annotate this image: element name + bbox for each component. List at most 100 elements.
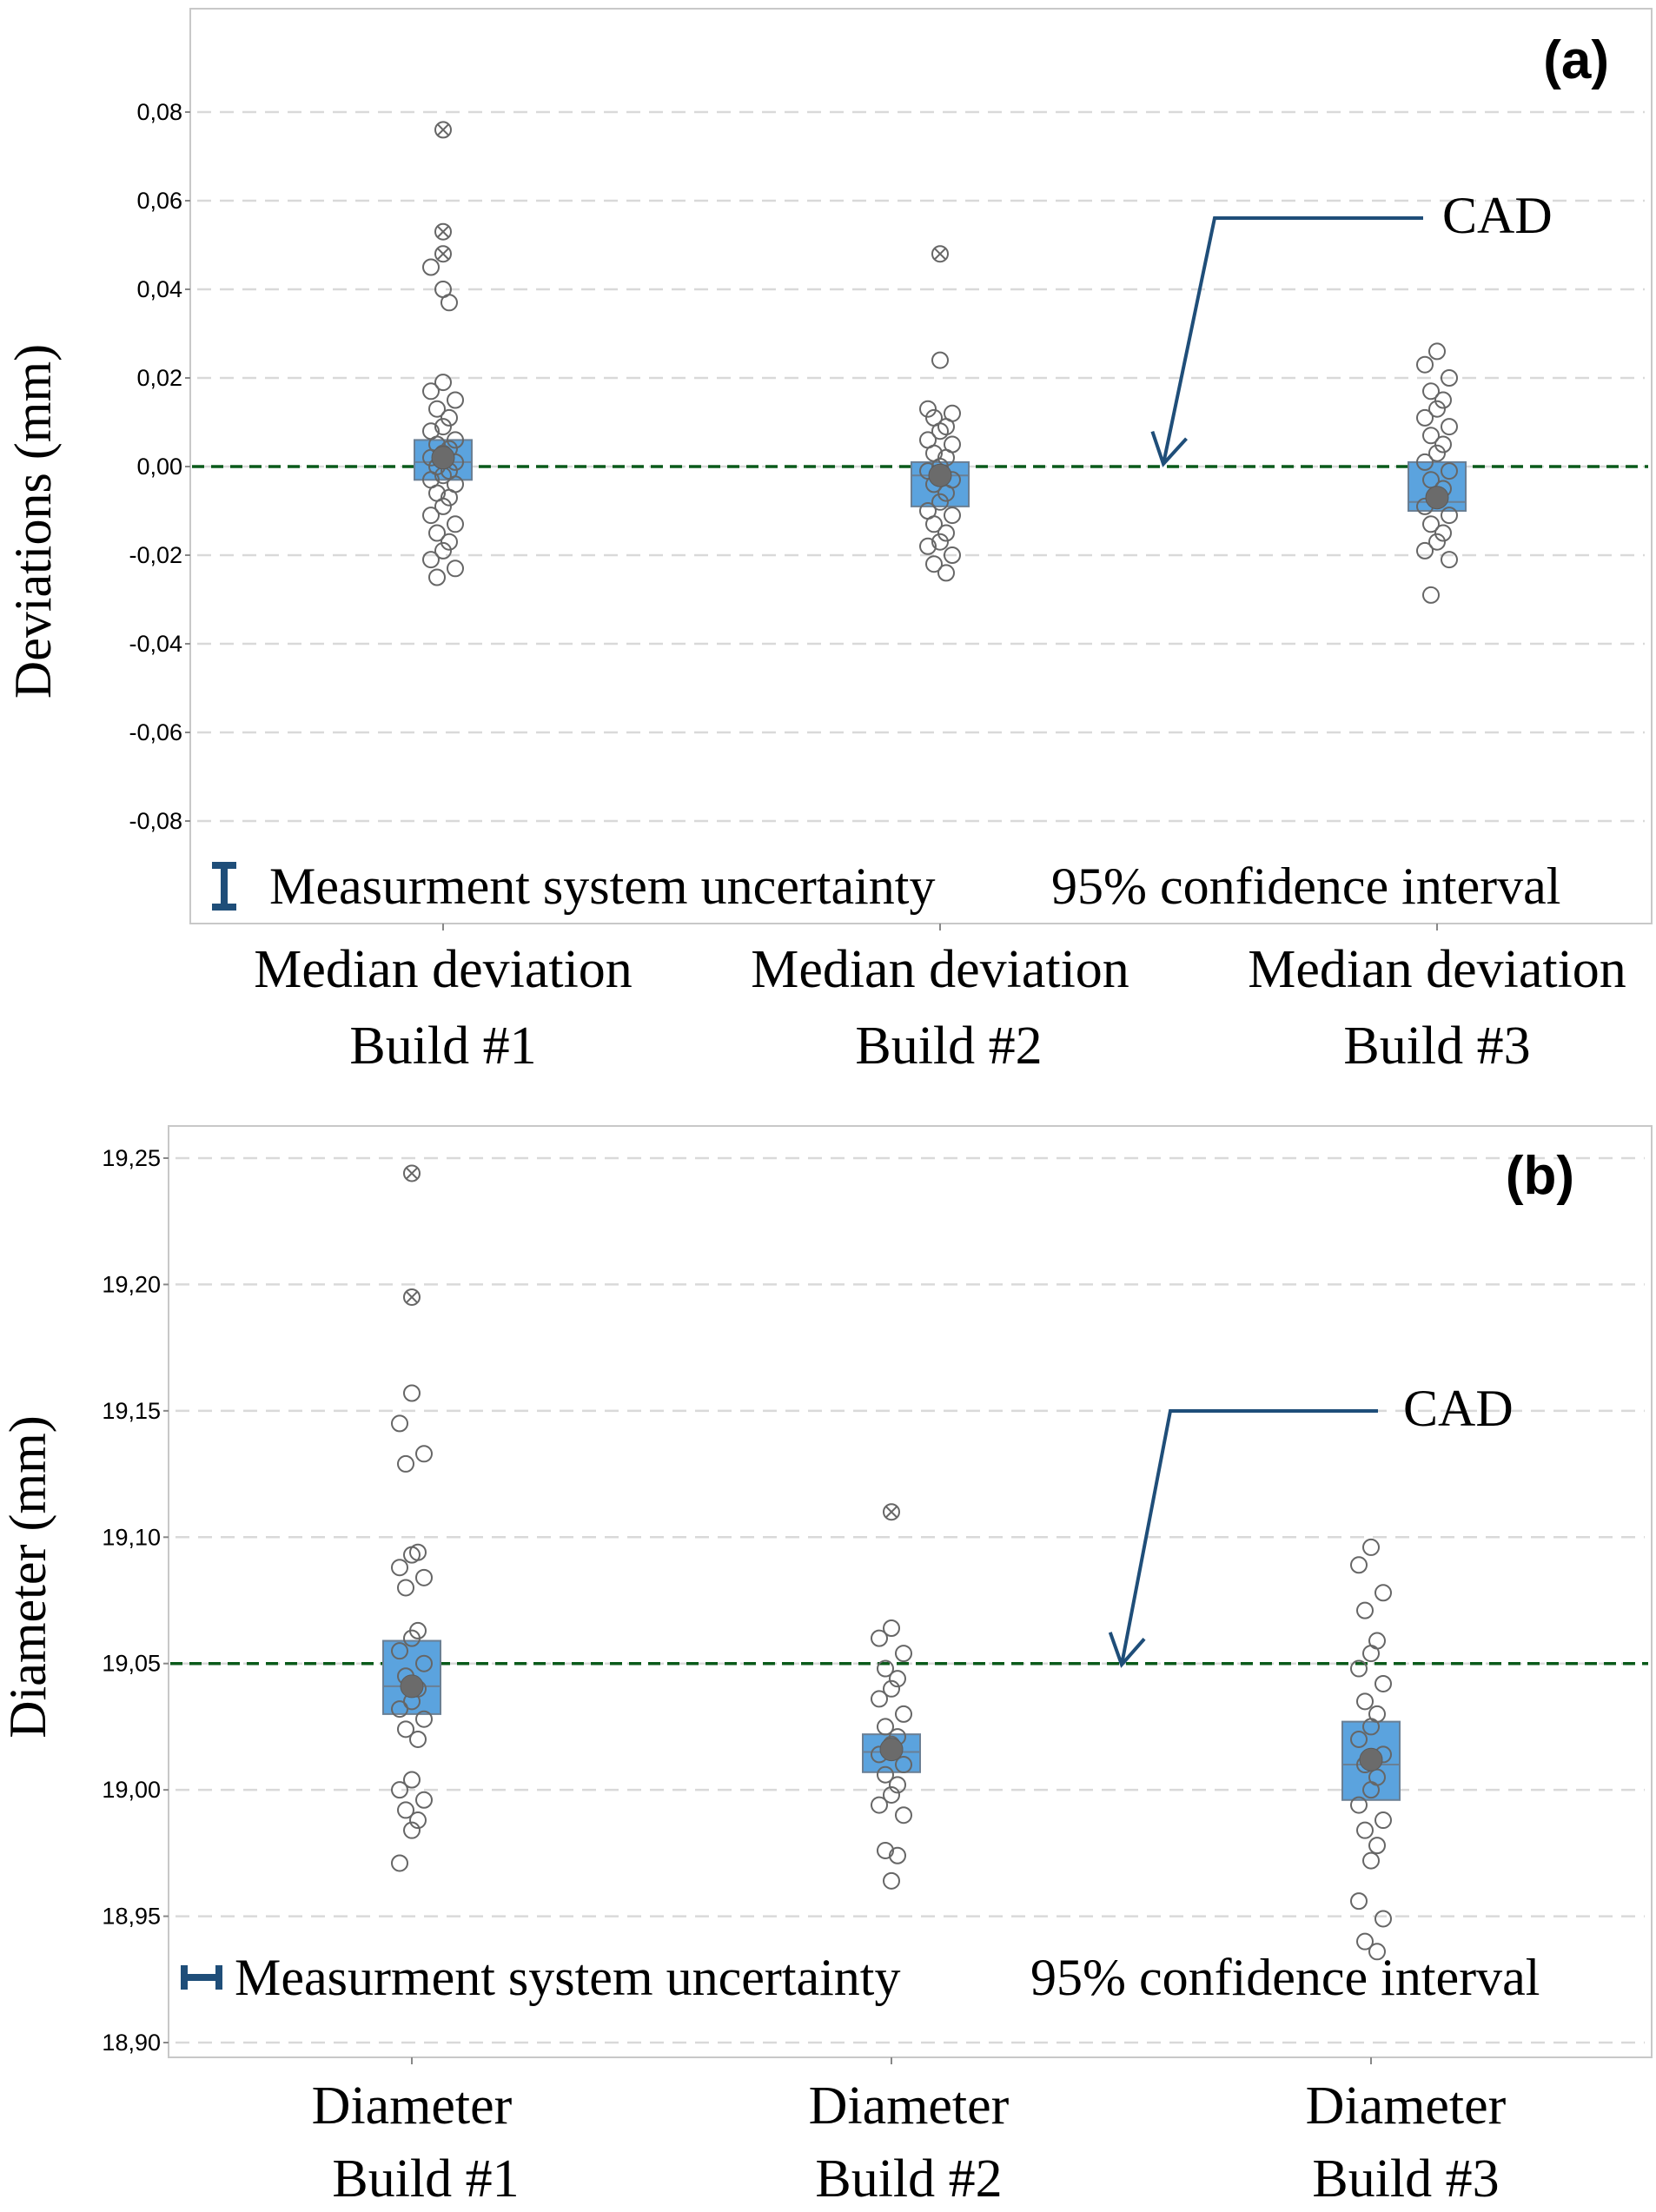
cad-arrow-head <box>1108 1632 1146 1668</box>
data-point <box>925 515 943 533</box>
plot-frame <box>168 1125 1653 2058</box>
mean-marker <box>928 463 952 487</box>
y-tick-label: -0,08 <box>129 808 182 834</box>
outlier-cross <box>405 1290 419 1303</box>
data-point <box>889 1846 906 1864</box>
data-point <box>403 1821 421 1839</box>
data-point <box>883 1679 900 1698</box>
data-point <box>1356 1932 1374 1950</box>
data-point <box>1350 1730 1368 1748</box>
data-point <box>871 1796 888 1814</box>
outlier-point <box>403 1288 421 1306</box>
data-point <box>1434 524 1452 542</box>
y-tick-label: -0,06 <box>129 719 182 745</box>
data-point <box>895 1756 912 1774</box>
x-category-sublabel: Build #2 <box>815 2149 1002 2209</box>
data-point <box>1356 1601 1374 1619</box>
data-point <box>1434 391 1452 409</box>
outlier-cross <box>436 225 450 238</box>
y-tick-label: 19,10 <box>102 1524 161 1550</box>
data-point <box>1434 435 1452 454</box>
data-point <box>1362 1718 1380 1736</box>
data-point <box>895 1806 912 1825</box>
x-category-label: Median deviation <box>254 940 633 999</box>
data-point <box>1416 408 1434 427</box>
data-point <box>925 555 943 573</box>
data-point <box>944 507 961 525</box>
cad-arrow-line <box>1162 216 1423 465</box>
data-point <box>895 1645 912 1663</box>
data-point <box>447 391 464 409</box>
y-tick-label: -0,04 <box>129 631 182 657</box>
y-tick-label: 0,04 <box>136 276 182 302</box>
x-category-sublabel: Build #3 <box>1343 1017 1530 1076</box>
data-point <box>409 1730 427 1748</box>
x-category-sublabel: Build #3 <box>1312 2149 1499 2209</box>
data-point <box>391 1414 408 1433</box>
data-point <box>422 507 440 525</box>
y-tick-label: 19,15 <box>102 1398 161 1424</box>
uncertainty-icon <box>212 862 236 911</box>
data-point <box>440 488 458 507</box>
y-tick-label: 18,90 <box>102 2030 161 2056</box>
data-point <box>1350 1796 1368 1814</box>
data-point <box>1374 1674 1392 1692</box>
data-point <box>1422 515 1440 533</box>
data-point <box>1362 1538 1380 1556</box>
y-tick-label: 19,00 <box>102 1777 161 1803</box>
y-tick-label: -0,02 <box>129 542 182 568</box>
data-point <box>937 524 955 542</box>
mean-marker <box>1425 486 1449 510</box>
data-point <box>440 408 458 427</box>
x-category-label: Diameter <box>809 2076 1010 2136</box>
mean-marker <box>431 446 455 470</box>
data-point <box>1416 541 1434 560</box>
data-point <box>889 1670 906 1688</box>
data-point <box>415 1710 433 1728</box>
outlier-point <box>434 222 452 241</box>
data-point <box>1362 1851 1380 1870</box>
data-point <box>1416 453 1434 471</box>
data-point <box>415 1445 433 1463</box>
y-tick-label: 0,02 <box>136 365 182 391</box>
data-point <box>1441 418 1458 436</box>
data-point <box>1422 382 1440 401</box>
data-point <box>1416 355 1434 374</box>
data-point <box>1428 342 1446 361</box>
x-category-label: Diameter <box>312 2076 513 2136</box>
data-point <box>403 1771 421 1789</box>
data-point <box>871 1690 888 1708</box>
data-point <box>877 1659 894 1678</box>
data-point <box>1368 1837 1386 1855</box>
x-category-sublabel: Build #1 <box>332 2149 519 2209</box>
y-tick-label: 19,05 <box>102 1651 161 1677</box>
data-point <box>931 493 949 511</box>
legend-confidence-label: 95% confidence interval <box>1030 1949 1540 2006</box>
data-point <box>447 560 464 578</box>
data-point <box>944 546 961 564</box>
cad-arrow-line <box>1120 1409 1378 1666</box>
data-point <box>1422 586 1440 604</box>
data-point <box>434 418 452 436</box>
data-point <box>1362 1781 1380 1799</box>
data-point <box>1428 533 1446 551</box>
data-point <box>877 1841 894 1859</box>
data-point <box>1428 444 1446 462</box>
data-point <box>397 1720 414 1738</box>
data-point <box>1441 551 1458 569</box>
outlier-point <box>883 1503 900 1521</box>
mean-marker <box>400 1674 424 1699</box>
data-point <box>391 1642 408 1660</box>
data-point <box>440 533 458 551</box>
data-point <box>391 1781 408 1799</box>
data-point <box>931 533 949 551</box>
data-point <box>937 418 955 436</box>
outlier-point <box>931 245 949 263</box>
data-point <box>883 1871 900 1890</box>
data-point <box>397 1579 414 1597</box>
panel-label: (b) <box>1506 1146 1574 1206</box>
data-point <box>919 400 937 418</box>
data-point <box>1441 507 1458 525</box>
data-point <box>1441 369 1458 387</box>
